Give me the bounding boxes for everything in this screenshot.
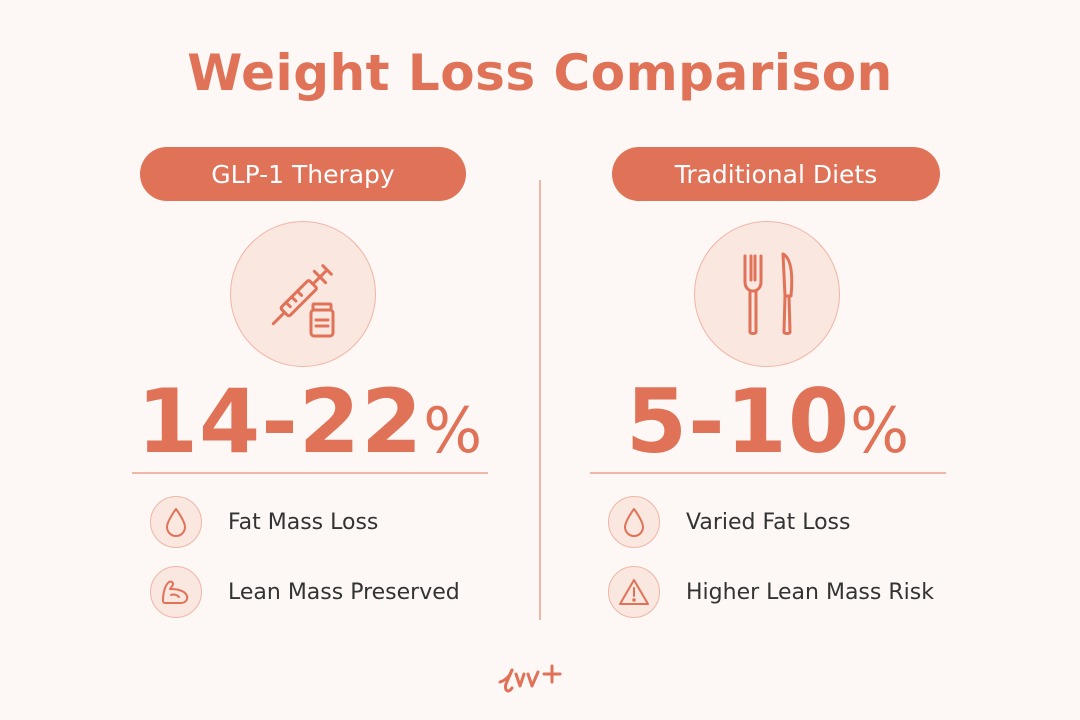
traditional-divider-rule: [590, 472, 946, 474]
traditional-stat-unit: %: [850, 394, 911, 467]
traditional-column: Traditional Diets 5-10% Varied Fat Loss: [590, 0, 946, 720]
traditional-heading-pill: Traditional Diets: [612, 147, 940, 201]
glp1-feature-fat-mass: Fat Mass Loss: [150, 496, 490, 548]
glp1-heading-pill: GLP-1 Therapy: [140, 147, 466, 201]
glp1-heading: GLP-1 Therapy: [211, 159, 395, 189]
syringe-vial-icon: [230, 221, 376, 367]
flexed-arm-icon: [150, 566, 202, 618]
glp1-feature-lean-mass: Lean Mass Preserved: [150, 566, 490, 618]
fork-knife-icon: [694, 221, 840, 367]
feature-label: Varied Fat Loss: [686, 509, 851, 535]
traditional-stat-value: 5-10: [625, 370, 851, 473]
traditional-heading: Traditional Diets: [674, 159, 878, 189]
warning-triangle-icon: [608, 566, 660, 618]
feature-label: Lean Mass Preserved: [228, 579, 460, 605]
droplet-icon: [608, 496, 660, 548]
glp1-divider-rule: [132, 472, 488, 474]
traditional-stat: 5-10%: [590, 376, 946, 477]
traditional-feature-fat-loss: Varied Fat Loss: [608, 496, 948, 548]
glp1-column: GLP-1 Therapy 14-22%: [132, 0, 488, 720]
center-divider: [539, 180, 541, 620]
traditional-feature-lean-risk: Higher Lean Mass Risk: [608, 566, 948, 618]
page-title: Weight Loss Comparison: [187, 44, 893, 102]
glp1-stat-value: 14-22: [136, 370, 424, 473]
glp1-stat: 14-22%: [132, 376, 488, 477]
glp1-stat-unit: %: [423, 394, 484, 467]
droplet-icon: [150, 496, 202, 548]
feature-label: Fat Mass Loss: [228, 509, 379, 535]
feature-label: Higher Lean Mass Risk: [686, 579, 934, 605]
brand-logo-icon: [496, 648, 586, 698]
